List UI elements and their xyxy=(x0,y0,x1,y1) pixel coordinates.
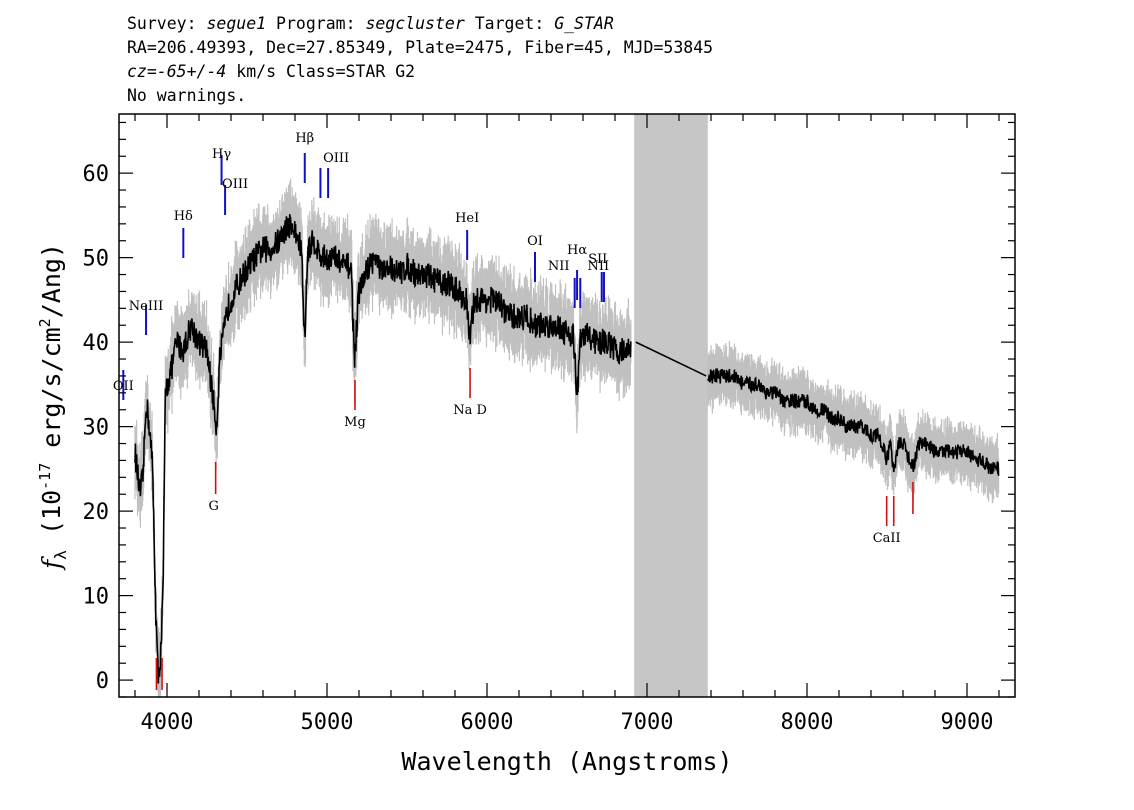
y-tick-label: 10 xyxy=(83,585,110,610)
emission-line-label: OI xyxy=(527,234,543,249)
masked-bridge-line xyxy=(635,341,707,377)
header-line-survey: Survey: segue1 Program: segcluster Targe… xyxy=(127,12,713,36)
axes-layer: 4000 5000 6000 7000 8000 9000 0 10 20 30 40 50 60 xyxy=(83,113,1016,735)
emission-line-label: OIII xyxy=(323,151,349,166)
x-tick-label: 4000 xyxy=(141,710,194,735)
y-axis-title: fλ (10-17 erg/s/cm2/Ang) xyxy=(36,243,70,571)
absorption-line-label: G xyxy=(208,499,218,514)
program-label: Program: xyxy=(266,14,366,33)
emission-line-label: OII xyxy=(113,379,134,394)
y-tick-label: 20 xyxy=(83,500,110,525)
emission-line-label: NII xyxy=(548,259,570,274)
red-arm-flux-line xyxy=(707,368,1000,476)
x-tick-label: 5000 xyxy=(301,710,354,735)
y-tick-label: 50 xyxy=(83,247,110,272)
y-tick-label: 0 xyxy=(96,669,109,694)
absorption-line-label: Mg xyxy=(344,415,366,430)
absorption-line-label: CaII xyxy=(873,531,901,546)
y-tick-label: 60 xyxy=(83,162,110,187)
x-axis-title: Wavelength (Angstroms) xyxy=(401,747,732,776)
emission-line-label: HeI xyxy=(455,211,479,226)
y-tick-label: 40 xyxy=(83,331,110,356)
y-axis-title-close: /Ang) xyxy=(37,243,66,318)
emission-line-label: Hα xyxy=(567,243,587,258)
header-line-redshift: cz=-65+/-4 km/s Class=STAR G2 xyxy=(127,60,713,84)
x-tick-label: 8000 xyxy=(781,710,834,735)
spectrum-header: Survey: segue1 Program: segcluster Targe… xyxy=(127,12,713,108)
plot-frame xyxy=(118,113,1016,698)
y-axis-title-open: (10 xyxy=(37,490,66,550)
cz-value: cz=-65+/-4 xyxy=(127,62,227,81)
masked-region xyxy=(634,114,708,697)
class-value: km/s Class=STAR G2 xyxy=(226,62,416,81)
emission-line-label: SII xyxy=(588,252,607,267)
emission-line-label: Hβ xyxy=(295,131,314,146)
header-line-warnings: No warnings. xyxy=(127,86,247,105)
y-axis-title-lambda: λ xyxy=(51,550,70,560)
flux-line-layer xyxy=(134,214,1000,684)
x-tick-label: 7000 xyxy=(621,710,674,735)
target-label: Target: xyxy=(464,14,555,33)
emission-line-label: Hδ xyxy=(174,209,193,224)
emission-line-label: Hγ xyxy=(212,147,231,162)
x-tick-label: 9000 xyxy=(941,710,994,735)
emission-line-label: OIII xyxy=(222,177,248,192)
y-axis-title-mid: erg/s/cm xyxy=(37,327,66,462)
emission-line-label: NeIII xyxy=(129,299,163,314)
y-axis-title-exp: -17 xyxy=(36,463,54,490)
masked-region-layer xyxy=(634,114,708,697)
y-axis-title-exp2: 2 xyxy=(36,318,54,327)
blue-arm-flux-line xyxy=(134,214,632,684)
absorption-line-label: Na D xyxy=(453,403,487,418)
target-value: G_STAR xyxy=(554,14,614,33)
x-tick-label: 6000 xyxy=(461,710,514,735)
header-line-coordinates: RA=206.49393, Dec=27.85349, Plate=2475, … xyxy=(127,38,714,57)
survey-value: segue1 xyxy=(206,14,267,33)
spectral-lines-layer: OIINeIIIHδHγOIIIHβOIIIHeIOINIIHαNIISIIGM… xyxy=(113,131,914,690)
emission-line-label: NII xyxy=(587,259,609,274)
y-tick-label: 30 xyxy=(83,416,110,441)
program-value: segcluster xyxy=(365,14,465,33)
y-axis-title-f: f xyxy=(37,556,66,571)
survey-label: Survey: xyxy=(127,14,207,33)
